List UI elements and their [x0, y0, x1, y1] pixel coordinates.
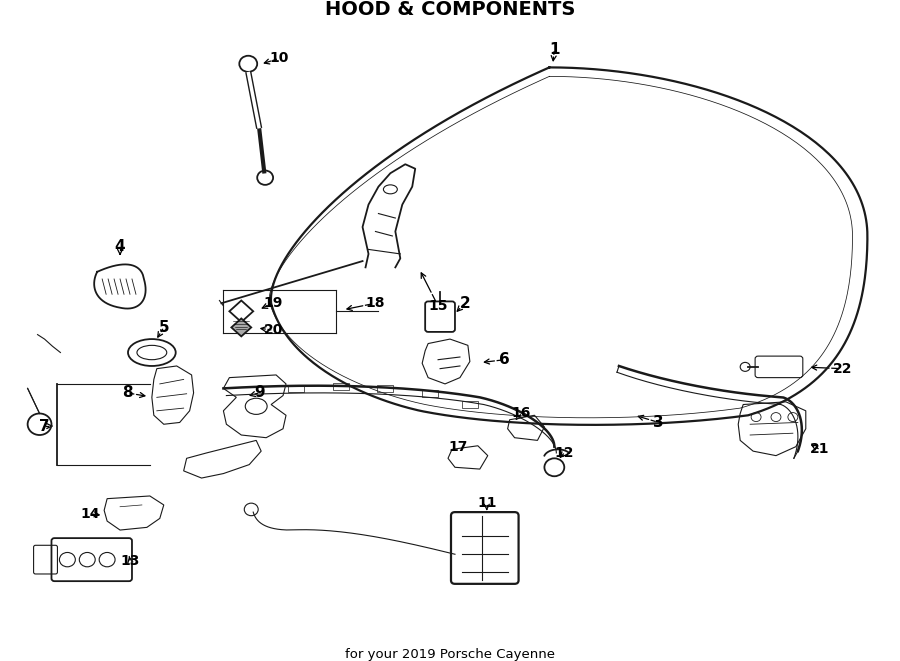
Text: HOOD & COMPONENTS: HOOD & COMPONENTS: [325, 0, 575, 19]
Bar: [462, 401, 478, 408]
Polygon shape: [231, 319, 251, 336]
Text: 14: 14: [80, 507, 100, 521]
Text: 7: 7: [40, 418, 50, 434]
Text: 9: 9: [254, 385, 265, 401]
Text: 4: 4: [114, 239, 125, 254]
Bar: [288, 385, 304, 392]
Text: 15: 15: [428, 299, 448, 313]
Text: 8: 8: [122, 385, 132, 401]
Text: 3: 3: [653, 415, 664, 430]
Text: 19: 19: [264, 296, 283, 310]
Text: 22: 22: [832, 362, 852, 375]
Text: 5: 5: [158, 320, 169, 335]
Text: 11: 11: [477, 496, 497, 510]
Text: for your 2019 Porsche Cayenne: for your 2019 Porsche Cayenne: [345, 648, 555, 660]
Bar: [422, 390, 438, 397]
Text: 2: 2: [460, 295, 471, 311]
Text: 1: 1: [549, 42, 560, 57]
Text: 12: 12: [554, 446, 574, 460]
Text: 18: 18: [365, 296, 385, 310]
Text: 17: 17: [448, 440, 468, 453]
Text: 6: 6: [500, 352, 510, 368]
Bar: [377, 385, 393, 392]
Text: 20: 20: [264, 323, 283, 337]
Text: 21: 21: [810, 442, 830, 456]
Text: 16: 16: [512, 407, 531, 420]
Text: 10: 10: [269, 52, 289, 65]
Text: 13: 13: [121, 553, 140, 568]
Bar: [333, 383, 348, 390]
